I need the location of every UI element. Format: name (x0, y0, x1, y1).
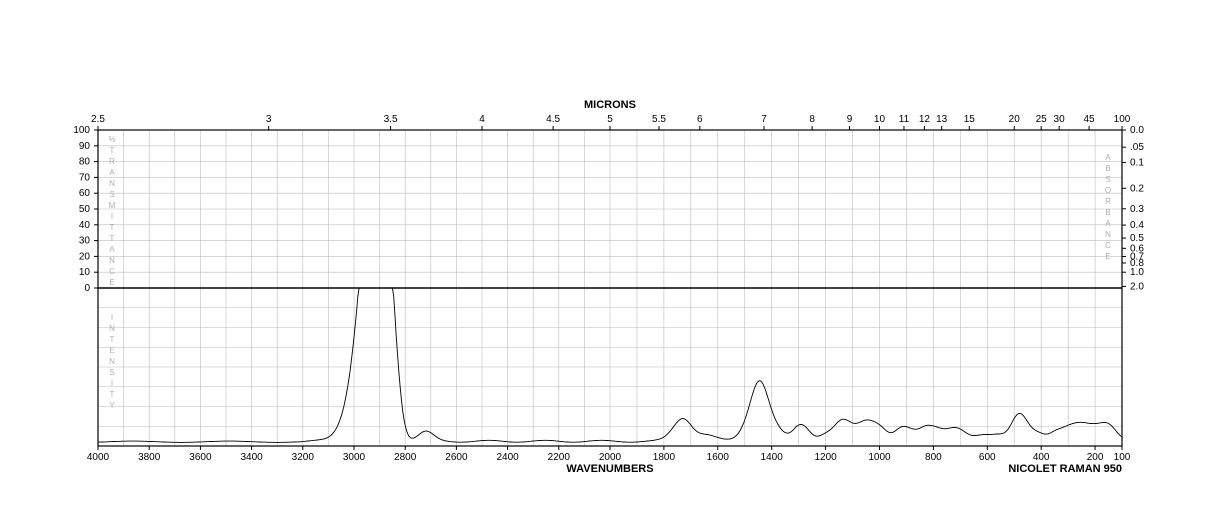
svg-text:3200: 3200 (292, 452, 315, 463)
svg-text:2400: 2400 (496, 452, 519, 463)
svg-text:0.4: 0.4 (1130, 220, 1144, 231)
svg-text:T: T (110, 335, 115, 344)
svg-text:E: E (1105, 252, 1110, 261)
svg-text:A: A (109, 168, 115, 177)
svg-text:E: E (109, 346, 114, 355)
svg-text:B: B (1105, 164, 1110, 173)
svg-text:2000: 2000 (599, 452, 622, 463)
svg-text:WAVENUMBERS: WAVENUMBERS (566, 463, 653, 475)
svg-text:70: 70 (79, 172, 91, 183)
svg-text:1800: 1800 (653, 452, 676, 463)
svg-text:40: 40 (79, 220, 91, 231)
svg-text:8: 8 (809, 114, 815, 125)
svg-text:T: T (110, 146, 115, 155)
spectrum-chart: 4000380036003400320030002800260024002200… (0, 0, 1224, 528)
svg-text:C: C (109, 267, 115, 276)
svg-text:30: 30 (1054, 114, 1066, 125)
svg-text:T: T (110, 390, 115, 399)
svg-text:0.1: 0.1 (1130, 157, 1144, 168)
svg-text:B: B (1105, 208, 1110, 217)
svg-text:9: 9 (847, 114, 853, 125)
svg-text:13: 13 (936, 114, 948, 125)
svg-text:1.0: 1.0 (1130, 267, 1144, 278)
svg-text:A: A (109, 245, 115, 254)
svg-text:2.5: 2.5 (91, 114, 105, 125)
svg-text:20: 20 (79, 251, 91, 262)
svg-text:15: 15 (964, 114, 976, 125)
svg-text:C: C (1105, 241, 1111, 250)
svg-text:S: S (109, 190, 114, 199)
svg-text:90: 90 (79, 141, 91, 152)
svg-text:R: R (1105, 197, 1111, 206)
svg-text:NICOLET RAMAN 950: NICOLET RAMAN 950 (1008, 463, 1122, 475)
svg-text:3: 3 (266, 114, 272, 125)
svg-text:45: 45 (1084, 114, 1096, 125)
svg-text:3.5: 3.5 (384, 114, 398, 125)
svg-text:N: N (109, 357, 115, 366)
svg-text:50: 50 (79, 204, 91, 215)
svg-text:100: 100 (73, 125, 90, 136)
svg-text:Y: Y (109, 401, 115, 410)
svg-text:800: 800 (925, 452, 942, 463)
svg-text:6: 6 (697, 114, 703, 125)
svg-text:100: 100 (1114, 452, 1131, 463)
svg-text:A: A (1105, 153, 1111, 162)
svg-text:I: I (111, 212, 113, 221)
svg-text:3600: 3600 (189, 452, 212, 463)
svg-text:N: N (109, 179, 115, 188)
svg-text:2600: 2600 (445, 452, 468, 463)
svg-text:O: O (1105, 186, 1111, 195)
svg-text:I: I (111, 379, 113, 388)
svg-text:400: 400 (1033, 452, 1050, 463)
svg-text:0.3: 0.3 (1130, 204, 1144, 215)
svg-text:T: T (110, 234, 115, 243)
svg-text:.05: .05 (1130, 142, 1144, 153)
svg-text:100: 100 (1114, 114, 1131, 125)
svg-text:2.0: 2.0 (1130, 281, 1144, 292)
svg-text:0: 0 (84, 283, 90, 294)
svg-text:1200: 1200 (814, 452, 837, 463)
svg-text:600: 600 (979, 452, 996, 463)
svg-text:E: E (109, 278, 114, 287)
svg-text:20: 20 (1009, 114, 1021, 125)
svg-text:2200: 2200 (548, 452, 571, 463)
svg-text:5.5: 5.5 (652, 114, 666, 125)
svg-text:1000: 1000 (868, 452, 891, 463)
svg-text:12: 12 (919, 114, 931, 125)
svg-text:T: T (110, 223, 115, 232)
svg-text:N: N (109, 256, 115, 265)
chart-svg: 4000380036003400320030002800260024002200… (0, 0, 1224, 528)
svg-text:R: R (109, 157, 115, 166)
svg-text:200: 200 (1087, 452, 1104, 463)
svg-text:0.2: 0.2 (1130, 183, 1144, 194)
svg-text:1400: 1400 (761, 452, 784, 463)
svg-text:7: 7 (761, 114, 767, 125)
svg-text:3800: 3800 (138, 452, 161, 463)
svg-text:30: 30 (79, 236, 91, 247)
svg-text:4000: 4000 (87, 452, 110, 463)
svg-text:N: N (1105, 230, 1111, 239)
svg-text:3000: 3000 (343, 452, 366, 463)
svg-text:0.0: 0.0 (1130, 125, 1144, 136)
svg-text:M: M (109, 201, 116, 210)
svg-text:%: % (108, 135, 115, 144)
svg-text:3400: 3400 (240, 452, 263, 463)
svg-text:MICRONS: MICRONS (584, 99, 636, 111)
svg-text:11: 11 (899, 114, 910, 125)
svg-text:2800: 2800 (394, 452, 417, 463)
svg-text:5: 5 (607, 114, 613, 125)
svg-text:1600: 1600 (707, 452, 730, 463)
svg-text:10: 10 (79, 267, 91, 278)
svg-text:4.5: 4.5 (546, 114, 560, 125)
svg-text:S: S (109, 368, 114, 377)
svg-text:10: 10 (874, 114, 886, 125)
svg-text:60: 60 (79, 188, 91, 199)
svg-text:N: N (109, 324, 115, 333)
svg-text:S: S (1105, 175, 1110, 184)
svg-text:25: 25 (1036, 114, 1048, 125)
svg-text:I: I (111, 313, 113, 322)
svg-text:4: 4 (479, 114, 485, 125)
svg-text:80: 80 (79, 157, 91, 168)
svg-text:A: A (1105, 219, 1111, 228)
